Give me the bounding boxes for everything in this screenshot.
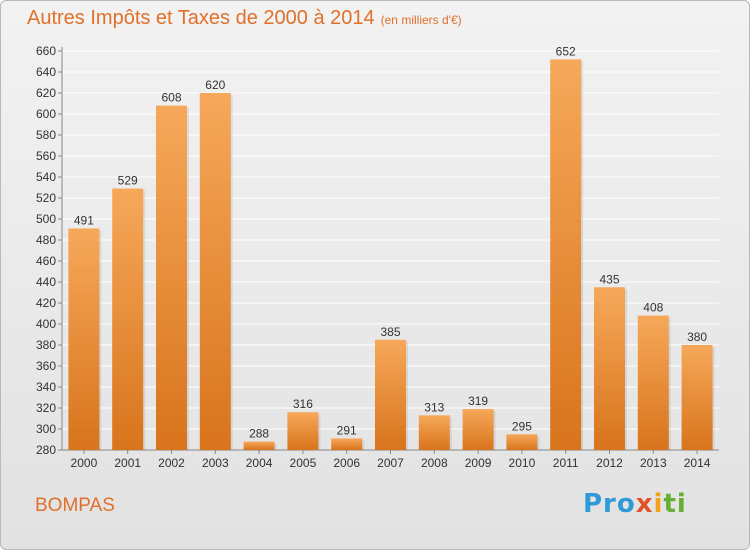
x-tick-label: 2003 — [202, 456, 229, 470]
y-tick-label: 640 — [36, 65, 56, 79]
data-label: 435 — [599, 272, 619, 286]
x-tick-label: 2008 — [421, 456, 448, 470]
logo-part-4: ti — [663, 489, 687, 519]
y-tick-label: 440 — [36, 275, 56, 289]
data-label: 380 — [687, 330, 707, 344]
y-tick-label: 540 — [36, 170, 56, 184]
chart-title-text: Autres Impôts et Taxes de 2000 à 2014 — [27, 7, 375, 29]
y-tick-label: 580 — [36, 128, 56, 142]
y-tick-label: 380 — [36, 338, 56, 352]
data-label: 652 — [556, 44, 576, 58]
y-tick-label: 500 — [36, 212, 56, 226]
bar — [418, 415, 450, 450]
logo-part-1: Pro — [583, 489, 636, 519]
x-tick-label: 2014 — [684, 456, 711, 470]
data-label: 408 — [643, 301, 663, 315]
x-tick-label: 2000 — [71, 456, 98, 470]
data-label: 608 — [161, 91, 181, 105]
x-tick-label: 2002 — [158, 456, 185, 470]
x-tick-label: 2004 — [246, 456, 273, 470]
data-label: 529 — [118, 174, 138, 188]
data-label: 313 — [424, 400, 444, 414]
y-tick-label: 360 — [36, 359, 56, 373]
place-name: BOMPAS — [35, 495, 115, 516]
data-label: 385 — [380, 325, 400, 339]
y-tick-label: 560 — [36, 149, 56, 163]
data-label: 288 — [249, 427, 269, 441]
y-tick-label: 340 — [36, 380, 56, 394]
bar — [637, 315, 669, 450]
x-tick-label: 2001 — [114, 456, 141, 470]
data-label: 291 — [337, 423, 357, 437]
bar — [594, 287, 625, 450]
x-tick-label: 2007 — [377, 456, 404, 470]
data-label: 316 — [293, 397, 313, 411]
x-tick-label: 2009 — [465, 456, 492, 470]
bar — [550, 59, 582, 451]
logo-part-2: x — [635, 489, 654, 519]
x-tick-label: 2013 — [640, 456, 667, 470]
bar — [112, 188, 144, 451]
bar — [287, 412, 319, 450]
data-label: 319 — [468, 394, 488, 408]
proxiti-logo: Proxiti — [583, 489, 687, 519]
y-tick-label: 620 — [36, 86, 56, 100]
bar — [156, 105, 187, 450]
chart-title: Autres Impôts et Taxes de 2000 à 2014 (en… — [27, 7, 462, 30]
data-label: 491 — [74, 213, 94, 227]
x-tick-label: 2011 — [553, 456, 579, 470]
bar — [506, 434, 538, 450]
y-tick-label: 480 — [36, 233, 56, 247]
x-tick-label: 2006 — [333, 456, 360, 470]
bar — [462, 409, 494, 450]
y-tick-label: 660 — [36, 44, 56, 58]
y-tick-label: 600 — [36, 107, 56, 121]
y-tick-label: 400 — [36, 317, 56, 331]
y-tick-label: 460 — [36, 254, 56, 268]
bar — [243, 441, 275, 450]
y-tick-label: 520 — [36, 191, 56, 205]
logo-part-3: i — [653, 489, 664, 519]
x-tick-label: 2010 — [509, 456, 536, 470]
y-tick-label: 300 — [36, 422, 56, 436]
bar — [68, 228, 100, 450]
bar — [375, 339, 406, 450]
y-tick-label: 280 — [36, 443, 56, 457]
data-label: 620 — [205, 78, 225, 92]
chart-subtitle: (en milliers d'€) — [380, 13, 462, 27]
bar — [331, 438, 363, 450]
bar — [199, 93, 231, 450]
data-label: 295 — [512, 419, 532, 433]
y-tick-label: 320 — [36, 401, 56, 415]
y-tick-label: 420 — [36, 296, 56, 310]
bar — [681, 345, 713, 450]
x-tick-label: 2012 — [596, 456, 623, 470]
x-tick-label: 2005 — [290, 456, 317, 470]
